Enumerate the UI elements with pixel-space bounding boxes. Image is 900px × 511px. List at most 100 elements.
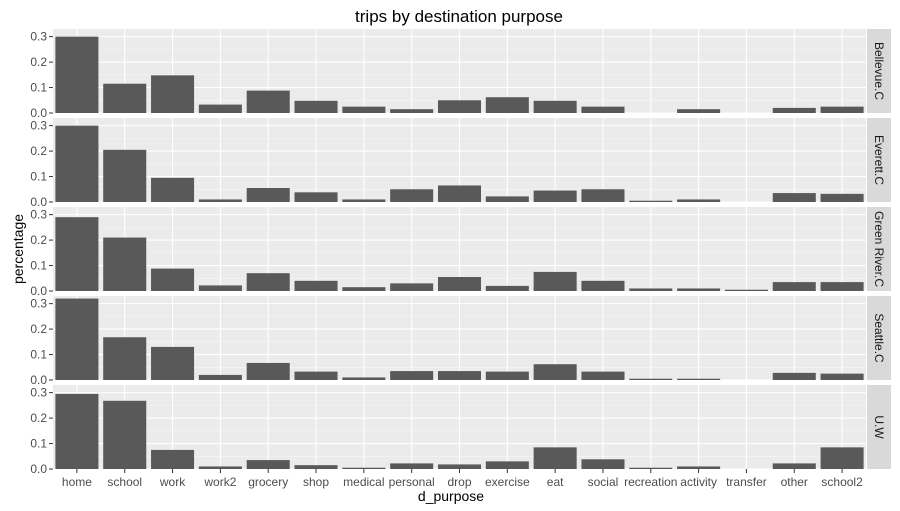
bar-everett-c-school <box>103 149 147 202</box>
x-tick-label-recreation: recreation <box>624 475 677 489</box>
bar-everett-c-school2 <box>820 193 864 202</box>
bar-bellevue-c-work2 <box>198 104 242 113</box>
bar-green-river-c-other <box>772 282 816 291</box>
facet-strip-label: Green River.C <box>872 211 886 287</box>
facet-strip-label: U.W <box>872 415 886 439</box>
bar-u-w-activity <box>677 466 721 469</box>
bar-seattle-c-home <box>55 298 99 380</box>
bar-green-river-c-recreation <box>629 288 673 291</box>
x-tick-label-shop: shop <box>303 475 329 489</box>
facet-strip-label: Seattle.C <box>872 313 886 363</box>
facet-strip <box>867 207 891 291</box>
bar-everett-c-home <box>55 125 99 202</box>
bar-seattle-c-social <box>581 371 625 380</box>
bar-seattle-c-eat <box>533 364 577 380</box>
y-tick-label: 0.2 <box>30 411 47 425</box>
y-tick-label: 0.2 <box>30 55 47 69</box>
facet-panel-bellevue-c: 0.0 0.1 0.2 0.3 Bellevue.C <box>30 29 891 120</box>
bar-seattle-c-personal <box>390 371 434 380</box>
bar-green-river-c-personal <box>390 283 434 291</box>
bar-green-river-c-activity <box>677 288 721 291</box>
bar-u-w-recreation <box>629 467 673 469</box>
facet-panel-everett-c: 0.0 0.1 0.2 0.3 Everett.C <box>30 118 891 209</box>
x-tick-label-personal: personal <box>389 475 435 489</box>
y-tick-label: 0.2 <box>30 322 47 336</box>
bar-everett-c-grocery <box>246 188 290 202</box>
facet-strip <box>867 118 891 202</box>
x-tick-label-school2: school2 <box>821 475 863 489</box>
bar-bellevue-c-drop <box>437 100 482 113</box>
bar-u-w-medical <box>342 467 386 469</box>
bar-everett-c-work2 <box>198 199 242 202</box>
y-tick-label: 0.2 <box>30 233 47 247</box>
y-tick-label: 0.3 <box>30 119 47 133</box>
bar-seattle-c-shop <box>294 371 338 380</box>
x-tick-label-social: social <box>588 475 619 489</box>
bar-everett-c-drop <box>437 185 482 202</box>
y-tick-label: 0.1 <box>30 348 47 362</box>
x-tick-label-grocery: grocery <box>248 475 288 489</box>
bar-u-w-exercise <box>485 461 529 469</box>
bar-bellevue-c-activity <box>677 109 721 113</box>
bar-green-river-c-shop <box>294 280 338 291</box>
bar-bellevue-c-school <box>103 83 147 113</box>
bar-bellevue-c-other <box>772 107 816 113</box>
bar-green-river-c-work2 <box>198 285 242 291</box>
bar-bellevue-c-exercise <box>485 97 529 113</box>
y-tick-label: 0.0 <box>30 462 47 476</box>
bar-everett-c-personal <box>390 189 434 202</box>
bar-seattle-c-medical <box>342 377 386 380</box>
bar-seattle-c-work <box>151 346 195 380</box>
facet-strip-label: Bellevue.C <box>872 42 886 100</box>
x-tick-label-school: school <box>107 475 142 489</box>
bar-everett-c-other <box>772 193 816 202</box>
bar-everett-c-shop <box>294 192 338 202</box>
bar-bellevue-c-medical <box>342 106 386 113</box>
x-tick-label-home: home <box>62 475 92 489</box>
facet-panel-u-w: 0.0 0.1 0.2 0.3 U.W <box>30 385 891 476</box>
y-tick-label: 0.1 <box>30 259 47 273</box>
chart-title: trips by destination purpose <box>355 7 563 26</box>
bar-u-w-work <box>151 449 195 469</box>
bar-seattle-c-school <box>103 337 147 380</box>
bar-bellevue-c-work <box>151 75 195 113</box>
bar-everett-c-social <box>581 189 625 202</box>
bar-bellevue-c-personal <box>390 109 434 113</box>
bar-u-w-school <box>103 400 147 469</box>
bar-u-w-personal <box>390 463 434 469</box>
facet-strip <box>867 29 891 113</box>
x-tick-label-drop: drop <box>447 475 471 489</box>
y-tick-label: 0.2 <box>30 144 47 158</box>
bar-u-w-social <box>581 459 625 469</box>
x-axis-ticks: home school work work2 grocery shop medical per… <box>62 469 863 489</box>
bar-u-w-school2 <box>820 447 864 469</box>
bar-everett-c-activity <box>677 199 721 202</box>
bar-everett-c-work <box>151 177 195 202</box>
x-tick-label-exercise: exercise <box>485 475 530 489</box>
bar-everett-c-exercise <box>485 196 529 202</box>
x-tick-label-eat: eat <box>547 475 564 489</box>
facet-strip <box>867 385 891 469</box>
bar-u-w-eat <box>533 447 577 469</box>
bar-seattle-c-school2 <box>820 373 864 380</box>
x-tick-label-work: work <box>159 475 186 489</box>
bar-seattle-c-other <box>772 372 816 380</box>
y-tick-label: 0.3 <box>30 208 47 222</box>
bar-green-river-c-medical <box>342 287 386 291</box>
bar-everett-c-medical <box>342 199 386 202</box>
bar-green-river-c-work <box>151 268 195 291</box>
bar-green-river-c-school <box>103 237 147 291</box>
bar-seattle-c-activity <box>677 378 721 380</box>
bar-bellevue-c-grocery <box>246 90 290 113</box>
facet-panel-green-river-c: 0.0 0.1 0.2 0.3 Green River.C <box>30 207 891 298</box>
x-tick-label-medical: medical <box>343 475 384 489</box>
facet-panel-seattle-c: 0.0 0.1 0.2 0.3 Seattle.C <box>30 296 891 387</box>
y-tick-label: 0.3 <box>30 30 47 44</box>
y-tick-label: 0.3 <box>30 297 47 311</box>
bar-green-river-c-home <box>55 217 99 291</box>
bar-seattle-c-recreation <box>629 378 673 380</box>
y-tick-label: 0.0 <box>30 195 47 209</box>
facet-strip-label: Everett.C <box>872 135 886 185</box>
y-tick-label: 0.0 <box>30 106 47 120</box>
y-tick-label: 0.0 <box>30 373 47 387</box>
